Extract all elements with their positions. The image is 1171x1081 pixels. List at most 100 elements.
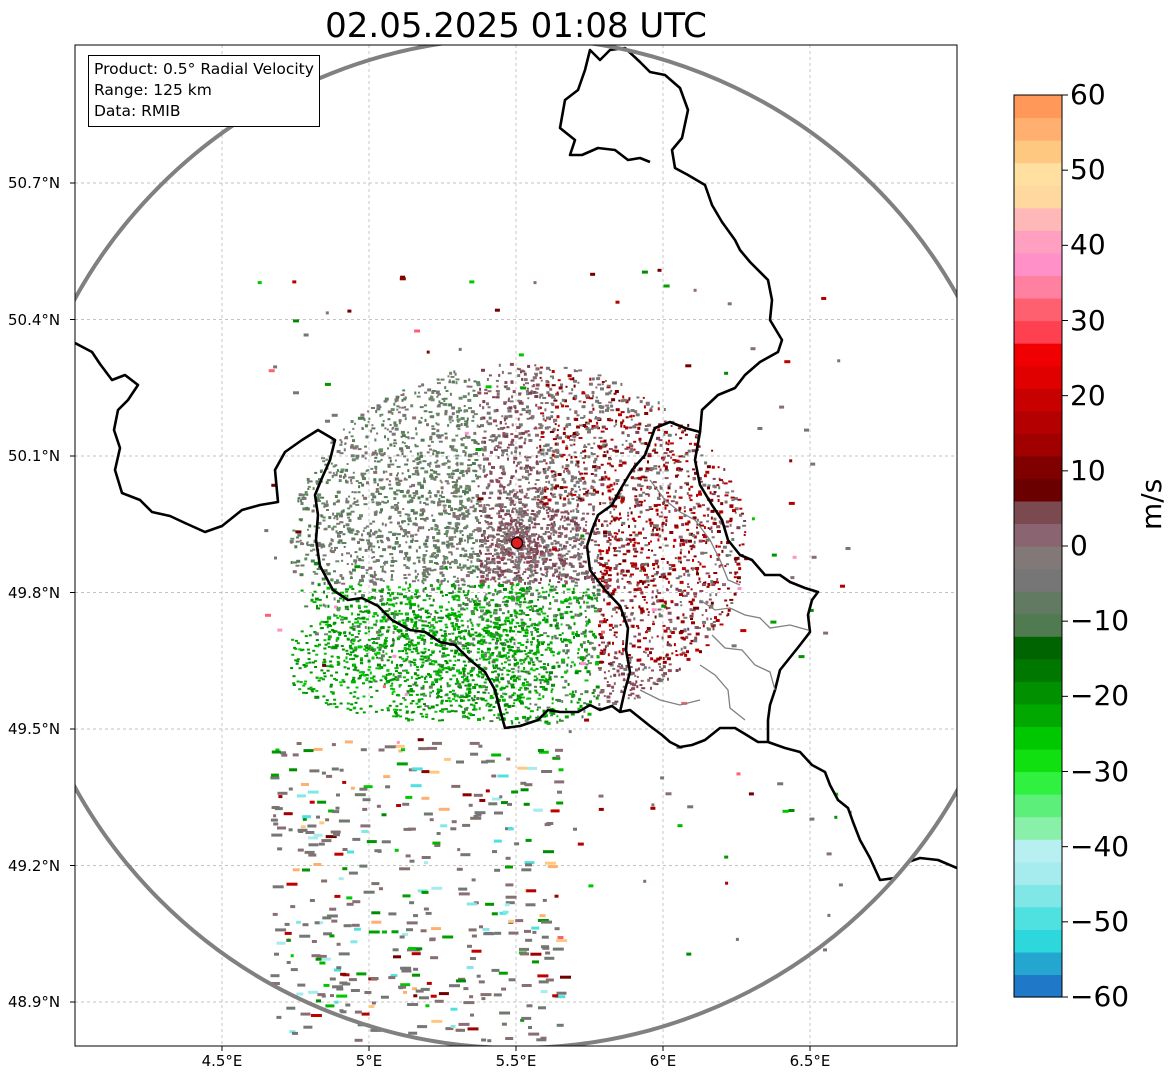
velocity-pixel (372, 581, 377, 585)
velocity-pixel (625, 607, 629, 609)
velocity-pixel (362, 472, 367, 475)
velocity-pixel (396, 489, 400, 492)
velocity-pixel (573, 484, 577, 488)
velocity-pixel (333, 597, 336, 601)
velocity-pixel (554, 471, 557, 475)
velocity-pixel (459, 554, 463, 557)
velocity-pixel (522, 524, 526, 528)
velocity-pixel (525, 467, 529, 470)
velocity-pixel (488, 655, 492, 659)
velocity-pixel (394, 427, 399, 431)
velocity-pixel (504, 432, 509, 436)
velocity-pixel (538, 544, 541, 548)
velocity-pixel (514, 495, 519, 499)
velocity-pixel (536, 470, 539, 474)
velocity-pixel (317, 496, 320, 500)
velocity-pixel (367, 545, 372, 548)
velocity-pixel (352, 650, 355, 653)
velocity-pixel (593, 635, 597, 639)
velocity-pixel (412, 627, 415, 630)
velocity-pixel (494, 588, 497, 592)
velocity-pixel (576, 523, 580, 526)
velocity-pixel (468, 536, 472, 539)
velocity-pixel (351, 625, 356, 628)
velocity-pixel (573, 443, 576, 446)
velocity-pixel (622, 574, 626, 577)
velocity-pixel (571, 516, 576, 520)
velocity-pixel (548, 583, 550, 586)
velocity-pixel (699, 580, 702, 583)
velocity-pixel (516, 464, 518, 467)
velocity-pixel (374, 596, 376, 600)
velocity-pixel (548, 535, 551, 539)
velocity-pixel (457, 514, 461, 517)
velocity-pixel (300, 589, 304, 592)
velocity-pixel (734, 511, 737, 514)
velocity-pixel (629, 661, 632, 664)
velocity-pixel (458, 683, 462, 687)
velocity-pixel (533, 561, 537, 564)
velocity-pixel (557, 664, 561, 668)
velocity-pixel (412, 610, 416, 614)
velocity-pixel (648, 639, 651, 643)
velocity-pixel (571, 695, 575, 698)
velocity-pixel (698, 477, 702, 480)
velocity-pixel (518, 507, 523, 511)
velocity-pixel (565, 517, 570, 521)
velocity-pixel (400, 394, 405, 396)
velocity-pixel (618, 413, 622, 417)
velocity-pixel (549, 375, 554, 378)
velocity-pixel (442, 562, 445, 565)
velocity-pixel (664, 506, 667, 510)
velocity-pixel (410, 651, 414, 653)
velocity-pixel (673, 538, 677, 542)
velocity-pixel (550, 517, 554, 521)
velocity-pixel (383, 400, 388, 403)
velocity-pixel (572, 587, 575, 591)
velocity-pixel (557, 473, 562, 476)
velocity-pixel (710, 622, 714, 626)
velocity-pixel (559, 453, 563, 457)
velocity-pixel (542, 502, 547, 506)
velocity-pixel (374, 460, 376, 463)
velocity-pixel (579, 704, 583, 708)
velocity-pixel (467, 717, 471, 720)
velocity-pixel (532, 390, 537, 394)
velocity-pixel (600, 430, 604, 433)
velocity-pixel (666, 588, 669, 590)
velocity-pixel (552, 450, 556, 453)
velocity-pixel (527, 473, 530, 477)
velocity-pixel (596, 593, 601, 596)
velocity-pixel (550, 461, 555, 464)
velocity-pixel (514, 523, 517, 527)
velocity-pixel (421, 579, 424, 583)
velocity-pixel (510, 499, 515, 503)
velocity-pixel (489, 471, 493, 475)
velocity-pixel (644, 651, 647, 654)
velocity-pixel (534, 374, 538, 377)
velocity-pixel (719, 479, 723, 482)
velocity-pixel (474, 516, 478, 520)
velocity-pixel (391, 556, 394, 559)
velocity-pixel (496, 512, 500, 515)
velocity-pixel (569, 641, 573, 644)
velocity-pixel (535, 391, 539, 394)
velocity-pixel (610, 438, 614, 441)
velocity-pixel (564, 467, 569, 470)
velocity-pixel (380, 458, 383, 461)
velocity-pixel (591, 581, 595, 584)
velocity-pixel (375, 501, 380, 505)
velocity-pixel (475, 601, 478, 604)
velocity-pixel (627, 542, 630, 545)
velocity-pixel (478, 670, 483, 674)
velocity-pixel (501, 472, 506, 476)
velocity-pixel (360, 657, 363, 661)
velocity-pixel (549, 601, 552, 605)
velocity-pixel (658, 546, 662, 549)
velocity-pixel (556, 415, 560, 419)
velocity-pixel (614, 449, 619, 453)
velocity-pixel (545, 379, 549, 383)
velocity-pixel (346, 594, 349, 598)
velocity-pixel (440, 434, 444, 437)
velocity-pixel (576, 496, 581, 499)
